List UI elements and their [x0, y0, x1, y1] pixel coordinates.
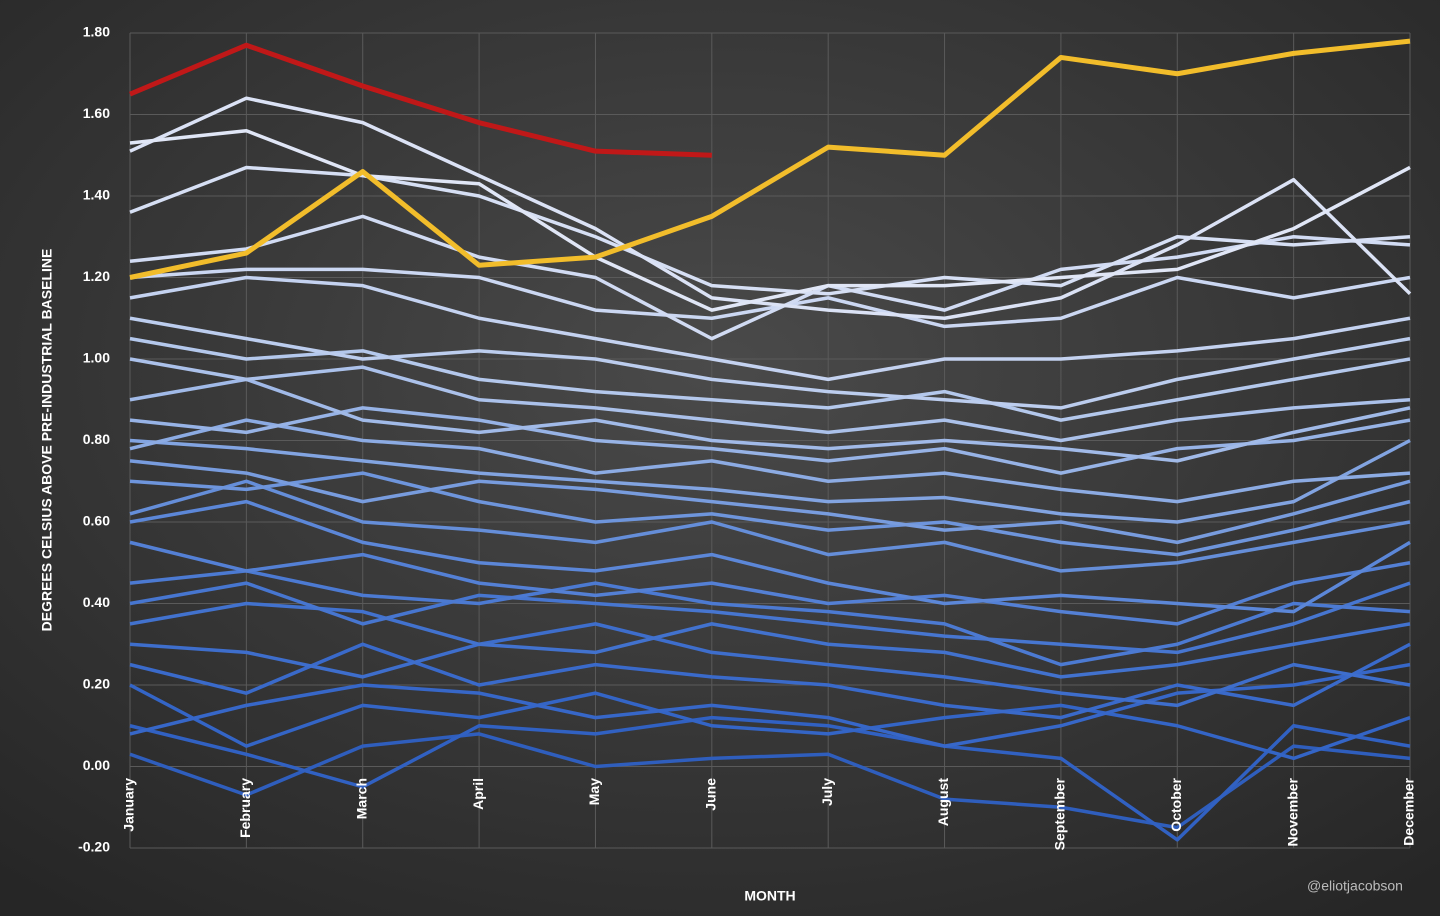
x-tick-label: March: [353, 778, 369, 819]
x-tick-label: September: [1052, 777, 1068, 850]
labels: -0.20 0.00 0.20 0.40 0.60 0.80 1.00 1.20 1.40 1.6…: [78, 24, 1417, 855]
series-line: [129, 42, 712, 158]
y-tick-label: 1.00: [83, 350, 110, 366]
y-tick-label: 1.40: [83, 187, 110, 203]
series-line: [129, 129, 1411, 312]
series-line: [129, 214, 1411, 341]
x-tick-label: November: [1284, 777, 1300, 846]
series-line: [129, 499, 1411, 614]
y-tick-label: 0.40: [83, 594, 110, 610]
x-tick-label: December: [1401, 777, 1417, 845]
annotation: @eliotjacobson: [1307, 878, 1403, 894]
x-tick-label: July: [819, 778, 835, 806]
series-line: [129, 662, 1411, 748]
lines: [129, 38, 1412, 842]
series-line: [129, 715, 1411, 842]
series-line: [129, 316, 1411, 410]
x-tick-label: May: [586, 778, 602, 805]
y-tick-label: 1.80: [83, 24, 110, 40]
x-tick-label: February: [237, 778, 253, 838]
x-tick-label: August: [935, 778, 951, 827]
y-tick-label: 0.00: [83, 757, 110, 773]
x-tick-label: October: [1168, 777, 1184, 831]
y-tick-label: 0.20: [83, 676, 110, 692]
series-line: [129, 275, 1411, 382]
y-tick-label: -0.20: [78, 839, 110, 855]
series-line: [129, 267, 1411, 329]
series-line: [129, 683, 1411, 761]
y-axis-title: DEGREES CELSIUS ABOVE PRE-INDUSTRIAL BAS…: [39, 249, 55, 632]
series-line: [129, 357, 1411, 443]
series-line: [129, 642, 1411, 720]
series-line: [129, 418, 1411, 504]
series-line: [129, 96, 1412, 320]
series-line: [129, 471, 1411, 557]
series-line: [129, 459, 1411, 545]
y-tick-label: 1.60: [83, 105, 110, 121]
series-line: [129, 601, 1411, 679]
series-line: [129, 165, 1411, 296]
series-line: [129, 569, 1411, 667]
y-tick-label: 0.60: [83, 513, 110, 529]
x-tick-label: January: [121, 778, 137, 832]
x-axis-title: MONTH: [744, 888, 795, 904]
x-tick-label: June: [703, 778, 719, 811]
y-tick-label: 1.20: [83, 268, 110, 284]
series-line: [129, 622, 1411, 708]
series-line: [129, 336, 1411, 422]
series-line: [129, 38, 1411, 280]
y-tick-label: 0.80: [83, 431, 110, 447]
series-line: [129, 540, 1411, 626]
series-line: [129, 581, 1411, 655]
x-tick-label: April: [470, 778, 486, 810]
series-line: [129, 438, 1411, 524]
series-line: [129, 479, 1411, 573]
series-line: [129, 377, 1411, 463]
series-line: [129, 732, 1411, 830]
